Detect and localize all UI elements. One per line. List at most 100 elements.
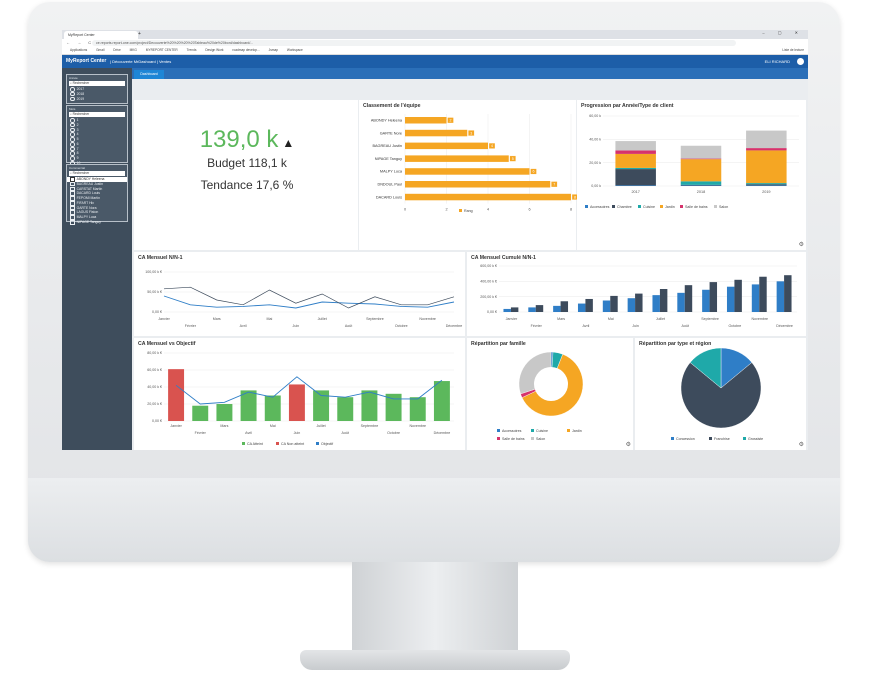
category-label: GARTE Nore	[380, 131, 402, 135]
bar	[405, 129, 468, 137]
bookmark[interactable]: Jsmap	[268, 48, 278, 52]
filter-option[interactable]: 9	[67, 156, 127, 161]
bar	[776, 281, 785, 312]
data-label: 7	[553, 183, 555, 187]
x-tick-label: Mai	[270, 424, 276, 428]
donut-hole	[534, 367, 568, 401]
filter-title: Mois	[69, 107, 76, 111]
filter-option[interactable]: 1	[67, 118, 127, 123]
region-card: Répartition par type et région Concessio…	[635, 338, 806, 450]
bar-atteint	[433, 381, 450, 421]
filter-search-input[interactable]: ⌕ Rechercher	[69, 81, 125, 86]
x-tick-label: Juillet	[316, 424, 325, 428]
filter-option[interactable]: ABONDY Heleena	[67, 177, 127, 182]
bar-label-box	[468, 130, 475, 136]
bookmark[interactable]: Trends	[186, 48, 197, 52]
bookmark[interactable]: MYREPORT CENTER	[145, 48, 178, 52]
browser-tab[interactable]: MyReport Center	[64, 31, 138, 39]
legend-swatch	[612, 205, 615, 208]
filter-option[interactable]: FEPOMI Martin	[67, 196, 127, 201]
y-tick-label: 80,00 k €	[147, 351, 162, 355]
nav-buttons[interactable]: ← → C	[66, 40, 95, 45]
filter-option[interactable]: FIFART Hix	[67, 200, 127, 206]
legend-swatch	[531, 437, 534, 440]
user-name[interactable]: ELI RICHARD	[764, 59, 790, 64]
ca-mensuel-chart: 0,00 € 50,00 k € 100,00 k € Janvier Février M…	[145, 270, 462, 328]
x-tick-label: Octobre	[729, 324, 742, 328]
legend-swatch	[459, 209, 462, 212]
settings-icon[interactable]: ⚙	[798, 442, 804, 448]
legend-swatch	[316, 442, 319, 445]
legend-label: Salon	[719, 205, 728, 209]
filter-search-input[interactable]: ⌕ Rechercher	[69, 112, 125, 117]
bookmark[interactable]: roadmap develop...	[232, 48, 260, 52]
filter-option[interactable]: 5	[67, 137, 127, 142]
x-tick-label: Octobre	[395, 324, 408, 328]
bookmark[interactable]: Design Work	[205, 48, 224, 52]
famille-card: Répartition par famille Accessoires Cuisi…	[467, 338, 633, 450]
bar	[528, 307, 536, 312]
bookmark[interactable]: Workspace	[286, 48, 303, 52]
filter-search-input[interactable]: ⌕ Rechercher	[69, 171, 125, 176]
bar-atteint	[337, 397, 354, 421]
dashboard-main: Dashboard 139,0 k ▲ Budget 118,1 k Tendan…	[132, 68, 808, 450]
reading-list[interactable]: Liste de lecture	[782, 48, 804, 52]
filter-option[interactable]: MALPY Luca	[67, 215, 127, 220]
filter-option[interactable]: 6	[67, 141, 127, 147]
filter-option[interactable]: NIPAGE Tanguy	[67, 220, 127, 225]
legend-label: Jardin	[665, 205, 675, 209]
series-line	[163, 286, 455, 309]
y-tick-label: 0,00 €	[487, 310, 497, 314]
bookmark[interactable]: Applications	[70, 48, 88, 52]
x-tick-label: Mai	[267, 317, 273, 321]
app-logo[interactable]: MyReport Center	[66, 58, 107, 64]
filter-option[interactable]: BAGREAU Justin	[67, 181, 127, 187]
x-tick-label: Mars	[220, 424, 228, 428]
x-tick-label: Juillet	[656, 317, 665, 321]
x-tick-label: 4	[487, 208, 489, 212]
filter-title: Année	[69, 76, 78, 80]
bookmark[interactable]: Gmail	[96, 48, 105, 52]
filter-option[interactable]: DACARD Louis	[67, 191, 127, 196]
trend-up-icon: ▲	[282, 136, 295, 150]
bar-label-box	[551, 181, 558, 188]
bar	[759, 276, 767, 312]
filter-option[interactable]: 2	[67, 122, 127, 128]
breadcrumb[interactable]: | Découverte MrDashoard | Ventes	[110, 59, 172, 64]
pie-slice	[689, 347, 722, 389]
settings-icon[interactable]: ⚙	[798, 242, 804, 248]
tab-dashboard[interactable]: Dashboard	[134, 70, 164, 79]
bar-segment	[680, 159, 722, 182]
legend-label: Accessoires	[590, 205, 610, 209]
legend-label: Chambre	[617, 205, 632, 209]
filter-option[interactable]: 4	[67, 132, 127, 137]
url-field[interactable]: ce.reports.report-one.com/project/Decouv…	[92, 40, 736, 46]
filter-option[interactable]: 3	[67, 127, 127, 133]
filter-option[interactable]: 7	[67, 146, 127, 152]
new-tab-icon[interactable]: +	[138, 31, 141, 37]
filter-option[interactable]: GARTE Nora	[67, 205, 127, 211]
bookmark[interactable]: Drive	[113, 48, 121, 52]
x-tick-label: Septembre	[366, 317, 384, 321]
filter-option[interactable]: 2017	[67, 87, 127, 92]
filter-option[interactable]: 2018	[67, 91, 127, 97]
settings-icon[interactable]: ⚙	[625, 442, 631, 448]
filter-option[interactable]: 2019	[67, 96, 127, 102]
bar-segment	[615, 141, 656, 151]
x-tick-label: Mai	[608, 317, 614, 321]
x-tick-label: Août	[342, 431, 349, 435]
x-tick-label: 0	[404, 208, 406, 212]
legend-label: Salon	[536, 437, 545, 441]
bar-segment	[746, 130, 787, 149]
filter-option[interactable]: 8	[67, 151, 127, 157]
kpi-value: 139,0 k ▲	[199, 126, 295, 153]
avatar[interactable]	[797, 58, 804, 65]
legend-swatch	[680, 205, 683, 208]
progression-card: Progression par Année/Type de client 0,0…	[577, 100, 806, 250]
filter-option[interactable]: CARSTAT Martin	[67, 186, 127, 192]
filter-option[interactable]: LAGUS Fiston	[67, 210, 127, 216]
bar	[635, 293, 643, 312]
legend-swatch	[709, 437, 712, 440]
bookmark[interactable]: MKG	[129, 48, 137, 52]
window-controls[interactable]: – ▢ ✕	[762, 30, 804, 35]
